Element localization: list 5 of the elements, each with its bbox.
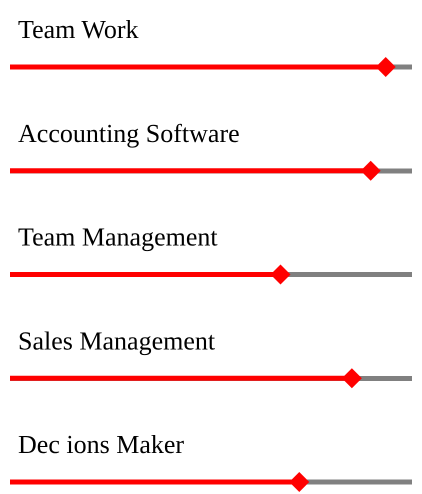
y-tick-label: Sales Management [18, 326, 216, 356]
y-tick-label: Dec ions Maker [18, 430, 184, 459]
y-tick-label: Team Management [18, 222, 218, 252]
y-tick-label: Accounting Software [18, 118, 240, 148]
y-tick-label: Team Work [18, 15, 139, 44]
